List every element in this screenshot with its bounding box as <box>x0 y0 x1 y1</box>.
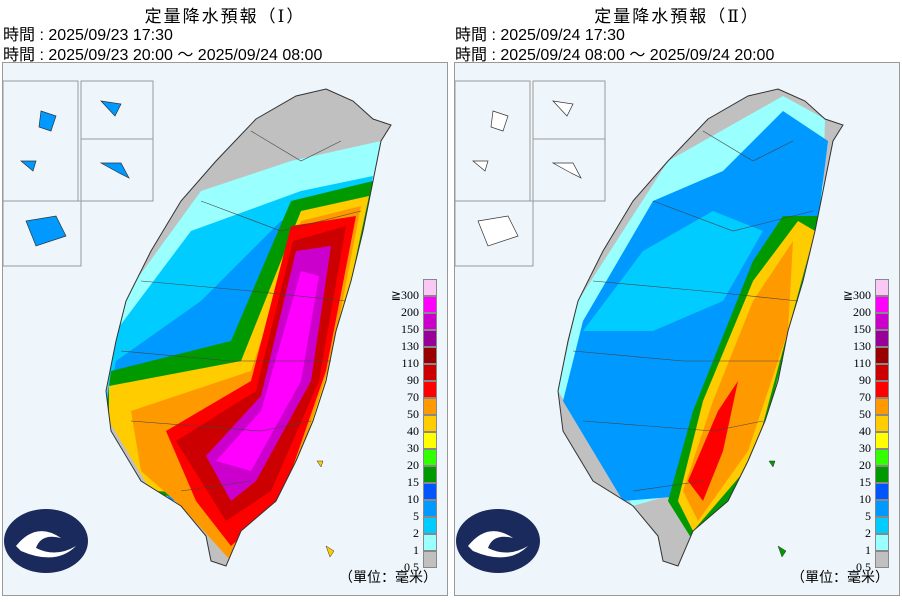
qpf-panel-2: 定量降水預報（Ⅱ） 時間 : 2025/09/24 17:30 時間 : 202… <box>452 0 902 602</box>
legend-label: 20 <box>859 458 871 472</box>
legend-swatch <box>423 432 437 449</box>
legend-swatch <box>423 347 437 364</box>
panel-title: 定量降水預報（Ⅱ） <box>594 7 760 26</box>
legend-label: 200 <box>401 305 419 319</box>
rainfall-area <box>216 271 319 471</box>
legend-swatch <box>875 432 889 449</box>
rainfall-map: ≧300 200 150 130 110 90 70 50 40 30 20 15 10 5 2 1 0.5 （… <box>454 62 900 596</box>
legend-label: 200 <box>853 305 871 319</box>
legend-label: 0.5 <box>856 560 871 574</box>
legend-swatch <box>423 466 437 483</box>
legend-swatch <box>423 364 437 381</box>
taiwan-outline <box>105 88 392 567</box>
legend-label: 0.5 <box>404 560 419 574</box>
legend-swatch <box>423 500 437 517</box>
legend-label: 15 <box>407 475 419 489</box>
legend-swatch <box>875 381 889 398</box>
legend-swatch <box>423 449 437 466</box>
legend-swatch <box>875 415 889 432</box>
legend-swatch <box>875 466 889 483</box>
legend-label: 10 <box>859 492 871 506</box>
county-boundaries <box>120 130 362 492</box>
legend-label: ≧300 <box>842 288 871 302</box>
legend-label: 40 <box>407 424 419 438</box>
inset-boxes <box>455 80 606 267</box>
legend-swatch <box>875 347 889 364</box>
cwa-logo <box>456 509 540 573</box>
unit-label: （單位：毫米） <box>339 571 437 586</box>
panel-title: 定量降水預報（Ⅰ） <box>144 7 306 26</box>
legend-swatch <box>875 279 889 296</box>
qpf-panel-1: 定量降水預報（Ⅰ） 時間 : 2025/09/23 17:30 時間 : 202… <box>0 0 450 602</box>
legend-swatch <box>423 296 437 313</box>
legend-swatch <box>423 279 437 296</box>
legend-swatch <box>875 398 889 415</box>
taiwan-rainfall-map <box>455 80 844 573</box>
legend-label: ≧300 <box>390 288 419 302</box>
legend-label: 130 <box>853 339 871 353</box>
legend-swatch <box>875 296 889 313</box>
legend-label: 130 <box>401 339 419 353</box>
legend-swatch <box>423 313 437 330</box>
legend-swatch <box>423 381 437 398</box>
legend-swatch <box>875 534 889 551</box>
legend-label: 150 <box>401 322 419 336</box>
inset-boxes <box>3 80 154 267</box>
legend-label: 90 <box>407 373 419 387</box>
legend-label: 110 <box>401 356 419 370</box>
legend-label: 30 <box>407 441 419 455</box>
green-orchid-islands <box>768 460 787 558</box>
legend-label: 1 <box>413 543 419 557</box>
legend-swatch <box>875 483 889 500</box>
legend-label: 150 <box>853 322 871 336</box>
legend-swatch <box>875 330 889 347</box>
legend-label: 5 <box>865 509 871 523</box>
legend-label: 90 <box>859 373 871 387</box>
taiwan-outline <box>557 88 844 567</box>
legend-label: 2 <box>865 526 871 540</box>
legend-label: 70 <box>407 390 419 404</box>
legend-label: 5 <box>413 509 419 523</box>
taiwan-rainfall-map <box>3 80 392 573</box>
legend-label: 20 <box>407 458 419 472</box>
county-boundaries <box>572 130 814 492</box>
offshore-islands <box>20 100 130 247</box>
legend-swatch <box>423 330 437 347</box>
legend-swatch <box>423 483 437 500</box>
valid-period: 時間 : 2025/09/24 08:00 ～ 2025/09/24 20:00 <box>455 47 775 64</box>
legend-label: 1 <box>865 543 871 557</box>
rainfall-layers <box>106 89 391 566</box>
legend-label: 2 <box>413 526 419 540</box>
legend-label: 40 <box>859 424 871 438</box>
legend-swatch <box>423 517 437 534</box>
legend-label: 110 <box>853 356 871 370</box>
legend-swatch <box>875 313 889 330</box>
issue-time: 時間 : 2025/09/23 17:30 <box>3 27 173 44</box>
legend-swatch <box>875 551 889 568</box>
legend-swatch <box>875 364 889 381</box>
legend-label: 50 <box>859 407 871 421</box>
legend-label: 30 <box>859 441 871 455</box>
rainfall-map: ≧300 200 150 130 110 90 70 50 40 30 20 15 10 5 2 1 0.5 （… <box>2 62 448 596</box>
issue-time: 時間 : 2025/09/24 17:30 <box>455 27 625 44</box>
legend-swatch <box>423 415 437 432</box>
offshore-islands <box>472 100 582 247</box>
unit-label: （單位：毫米） <box>791 571 889 586</box>
legend-swatch <box>423 534 437 551</box>
legend-label: 70 <box>859 390 871 404</box>
cwa-logo <box>4 509 88 573</box>
legend-label: 10 <box>407 492 419 506</box>
green-orchid-islands <box>316 460 335 558</box>
legend-swatch <box>423 551 437 568</box>
legend-label: 50 <box>407 407 419 421</box>
legend-swatch <box>875 517 889 534</box>
rainfall-layers <box>558 89 843 566</box>
rainfall-area <box>583 211 763 331</box>
legend-label: 15 <box>859 475 871 489</box>
legend-swatch <box>423 398 437 415</box>
rainfall-area <box>688 381 738 501</box>
legend-swatch <box>875 500 889 517</box>
legend-swatch <box>875 449 889 466</box>
valid-period: 時間 : 2025/09/23 20:00 ～ 2025/09/24 08:00 <box>3 47 323 64</box>
